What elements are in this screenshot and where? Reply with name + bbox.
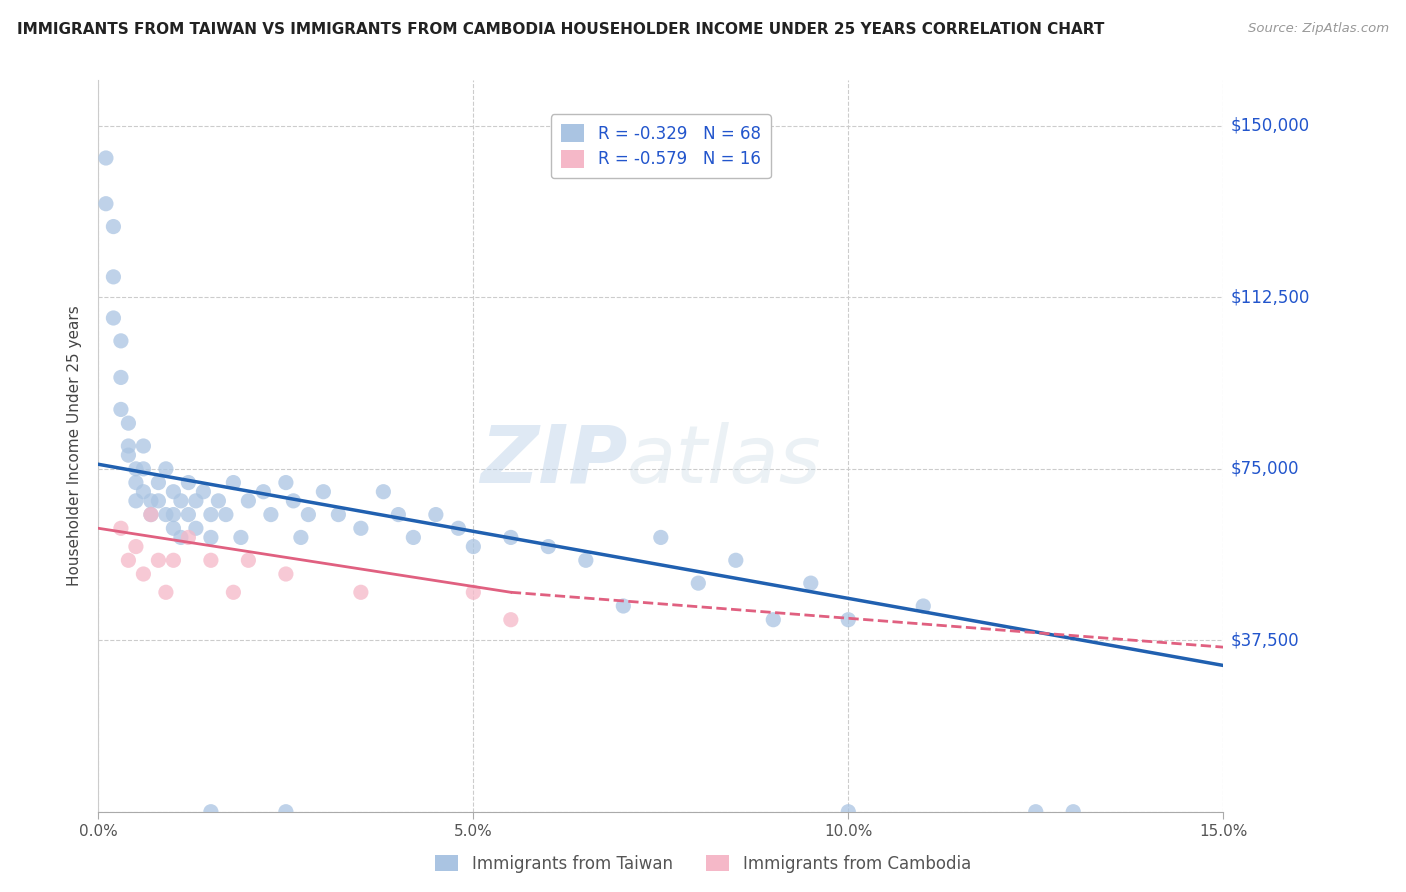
Point	[387, 508, 409, 522]
Point	[575, 553, 598, 567]
Point	[238, 493, 260, 508]
Point	[688, 576, 710, 591]
Point	[162, 508, 184, 522]
Point	[350, 521, 373, 535]
Point	[200, 553, 222, 567]
Point	[110, 334, 132, 348]
Point	[155, 585, 177, 599]
Point	[125, 475, 148, 490]
Point	[148, 475, 170, 490]
Point	[1062, 805, 1084, 819]
Point	[463, 540, 485, 554]
Point	[290, 530, 312, 544]
Point	[148, 493, 170, 508]
Text: atlas: atlas	[627, 422, 823, 500]
Point	[155, 508, 177, 522]
Legend: R = -0.329   N = 68, R = -0.579   N = 16: R = -0.329 N = 68, R = -0.579 N = 16	[551, 114, 770, 178]
Point	[724, 553, 747, 567]
Point	[537, 540, 560, 554]
Point	[117, 416, 139, 430]
Point	[125, 540, 148, 554]
Point	[463, 585, 485, 599]
Point	[170, 493, 193, 508]
Point	[184, 493, 207, 508]
Point	[162, 553, 184, 567]
Point	[125, 493, 148, 508]
Point	[447, 521, 470, 535]
Y-axis label: Householder Income Under 25 years: Householder Income Under 25 years	[67, 306, 83, 586]
Point	[132, 439, 155, 453]
Point	[800, 576, 823, 591]
Point	[132, 484, 155, 499]
Point	[260, 508, 283, 522]
Point	[103, 219, 125, 234]
Text: $37,500: $37,500	[1230, 632, 1299, 649]
Point	[117, 448, 139, 462]
Text: $112,500: $112,500	[1230, 288, 1310, 307]
Point	[200, 805, 222, 819]
Point	[184, 521, 207, 535]
Point	[94, 196, 117, 211]
Text: $75,000: $75,000	[1230, 460, 1299, 478]
Text: IMMIGRANTS FROM TAIWAN VS IMMIGRANTS FROM CAMBODIA HOUSEHOLDER INCOME UNDER 25 Y: IMMIGRANTS FROM TAIWAN VS IMMIGRANTS FRO…	[17, 22, 1104, 37]
Point	[283, 493, 305, 508]
Point	[1025, 805, 1047, 819]
Point	[132, 567, 155, 582]
Point	[402, 530, 425, 544]
Point	[177, 475, 200, 490]
Point	[837, 805, 859, 819]
Point	[177, 508, 200, 522]
Point	[170, 530, 193, 544]
Point	[499, 613, 522, 627]
Point	[110, 521, 132, 535]
Point	[373, 484, 395, 499]
Point	[350, 585, 373, 599]
Point	[499, 530, 522, 544]
Point	[139, 493, 162, 508]
Point	[162, 484, 184, 499]
Point	[110, 402, 132, 417]
Point	[252, 484, 274, 499]
Point	[274, 475, 297, 490]
Point	[837, 613, 859, 627]
Point	[238, 553, 260, 567]
Point	[132, 462, 155, 476]
Point	[612, 599, 634, 613]
Legend: Immigrants from Taiwan, Immigrants from Cambodia: Immigrants from Taiwan, Immigrants from …	[429, 848, 977, 880]
Point	[193, 484, 215, 499]
Point	[215, 508, 238, 522]
Point	[274, 567, 297, 582]
Point	[177, 530, 200, 544]
Point	[148, 553, 170, 567]
Point	[762, 613, 785, 627]
Point	[222, 475, 245, 490]
Point	[200, 508, 222, 522]
Point	[139, 508, 162, 522]
Point	[650, 530, 672, 544]
Point	[229, 530, 252, 544]
Point	[207, 493, 229, 508]
Point	[117, 553, 139, 567]
Point	[200, 530, 222, 544]
Point	[155, 462, 177, 476]
Text: $150,000: $150,000	[1230, 117, 1310, 135]
Point	[103, 310, 125, 325]
Point	[328, 508, 350, 522]
Point	[162, 521, 184, 535]
Point	[274, 805, 297, 819]
Point	[117, 439, 139, 453]
Point	[912, 599, 935, 613]
Point	[125, 462, 148, 476]
Point	[103, 269, 125, 284]
Point	[94, 151, 117, 165]
Text: Source: ZipAtlas.com: Source: ZipAtlas.com	[1249, 22, 1389, 36]
Point	[312, 484, 335, 499]
Point	[222, 585, 245, 599]
Point	[425, 508, 447, 522]
Point	[297, 508, 319, 522]
Point	[110, 370, 132, 384]
Text: ZIP: ZIP	[479, 422, 627, 500]
Point	[139, 508, 162, 522]
